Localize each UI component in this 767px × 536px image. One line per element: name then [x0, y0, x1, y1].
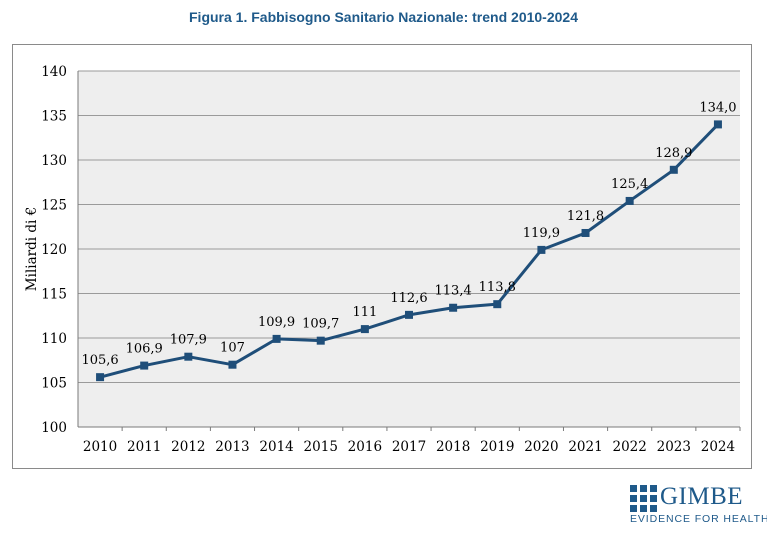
- y-tick-label: 110: [41, 331, 67, 347]
- gimbe-grid-icon: [630, 485, 657, 512]
- data-point: [669, 165, 678, 174]
- y-tick-label: 105: [41, 376, 67, 392]
- x-tick-label: 2010: [83, 439, 117, 455]
- y-tick-label: 140: [41, 64, 67, 80]
- x-tick-label: 2017: [392, 439, 426, 455]
- x-tick-label: 2014: [259, 439, 293, 455]
- y-tick-label: 120: [41, 242, 67, 258]
- data-point: [140, 361, 149, 370]
- data-label: 112,6: [390, 291, 427, 306]
- data-label: 106,9: [126, 342, 163, 357]
- y-tick-label: 135: [41, 109, 67, 125]
- data-label: 107,9: [170, 333, 207, 348]
- x-tick-label: 2020: [524, 439, 558, 455]
- x-tick-label: 2024: [701, 439, 735, 455]
- data-point: [537, 245, 546, 254]
- x-tick-label: 2023: [657, 439, 691, 455]
- data-label: 109,9: [258, 315, 295, 330]
- y-tick-label: 125: [41, 198, 67, 214]
- data-label: 119,9: [523, 226, 560, 241]
- x-tick-label: 2016: [348, 439, 382, 455]
- x-tick-label: 2018: [436, 439, 470, 455]
- data-label: 128,9: [655, 146, 692, 161]
- data-point: [581, 228, 590, 237]
- y-tick-label: 130: [41, 153, 67, 169]
- gimbe-logo: GIMBE EVIDENCE FOR HEALTH: [630, 482, 767, 528]
- data-point: [272, 334, 281, 343]
- data-point: [493, 300, 502, 309]
- data-label: 113,8: [479, 280, 516, 295]
- data-label: 107: [220, 341, 245, 356]
- data-point: [228, 360, 237, 369]
- logo-tagline: EVIDENCE FOR HEALTH: [630, 513, 767, 525]
- data-point: [449, 303, 458, 312]
- x-tick-label: 2022: [612, 439, 646, 455]
- data-point: [316, 336, 325, 345]
- x-tick-label: 2011: [127, 439, 161, 455]
- y-tick-label: 115: [41, 287, 67, 303]
- data-label: 111: [352, 305, 377, 320]
- x-tick-label: 2021: [568, 439, 602, 455]
- data-point: [184, 352, 193, 361]
- data-label: 109,7: [302, 317, 339, 332]
- data-label: 121,8: [567, 209, 604, 224]
- data-point: [360, 325, 369, 334]
- data-label: 113,4: [435, 284, 472, 299]
- x-tick-label: 2013: [215, 439, 249, 455]
- x-tick-label: 2015: [304, 439, 338, 455]
- data-label: 134,0: [699, 100, 736, 115]
- data-point: [96, 373, 105, 382]
- y-axis-title: Miliardi di €: [24, 207, 40, 291]
- data-label: 105,6: [81, 353, 118, 368]
- logo-name: GIMBE: [660, 483, 744, 510]
- data-point: [625, 196, 634, 205]
- data-point: [405, 310, 413, 319]
- data-label: 125,4: [611, 177, 648, 192]
- chart-title: Figura 1. Fabbisogno Sanitario Nazionale…: [189, 9, 578, 25]
- data-point: [713, 120, 722, 129]
- x-tick-label: 2019: [480, 439, 514, 455]
- x-tick-label: 2012: [171, 439, 205, 455]
- y-tick-label: 100: [41, 420, 67, 436]
